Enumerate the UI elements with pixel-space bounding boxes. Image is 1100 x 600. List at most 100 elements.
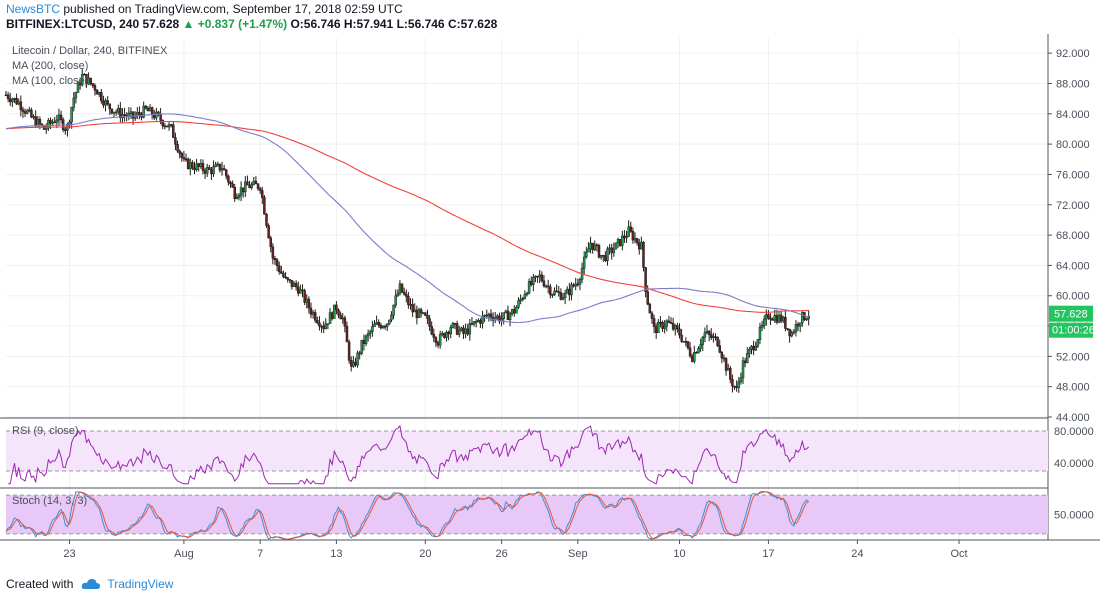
candle-body bbox=[716, 336, 719, 346]
publish-line: NewsBTC published on TradingView.com, Se… bbox=[6, 2, 403, 17]
candle-body bbox=[373, 323, 376, 327]
candle-body bbox=[559, 292, 563, 300]
candle-body bbox=[544, 285, 548, 288]
candle-body bbox=[97, 92, 101, 95]
candle-body bbox=[212, 166, 215, 175]
candle-body bbox=[798, 322, 802, 327]
candle-body bbox=[421, 312, 425, 314]
candle-body bbox=[216, 163, 220, 166]
candle-body bbox=[659, 321, 662, 324]
candle-body bbox=[601, 254, 605, 257]
candle-body bbox=[684, 341, 688, 343]
ma-200-line bbox=[5, 120, 809, 313]
stoch-tick-label: 50.0000 bbox=[1054, 510, 1094, 522]
candle-body bbox=[669, 322, 673, 324]
change-text: ▲ +0.837 (+1.47%) bbox=[182, 17, 288, 31]
candle-body bbox=[169, 124, 173, 126]
candle-body bbox=[665, 320, 669, 327]
candle-body bbox=[123, 114, 126, 116]
candle-body bbox=[366, 333, 370, 337]
candle-body bbox=[199, 162, 203, 167]
price-tick-label: 88.000 bbox=[1056, 78, 1090, 90]
candle-body bbox=[614, 242, 618, 250]
candle-body bbox=[263, 197, 266, 215]
countdown-label: 01:00:26 bbox=[1052, 325, 1095, 337]
candle-body bbox=[733, 385, 736, 388]
candle-body bbox=[769, 317, 772, 320]
candle-body bbox=[532, 277, 535, 285]
candle-body bbox=[801, 312, 804, 324]
candle-body bbox=[110, 108, 114, 114]
candle-body bbox=[167, 124, 171, 128]
candle-body bbox=[25, 110, 29, 114]
candle-body bbox=[307, 298, 311, 309]
candle-body bbox=[49, 120, 52, 124]
price-tick-label: 48.000 bbox=[1056, 382, 1090, 394]
candle-body bbox=[432, 333, 436, 338]
tradingview-brand[interactable]: TradingView bbox=[107, 577, 174, 591]
time-tick-label: 24 bbox=[851, 548, 863, 560]
candle-body bbox=[623, 235, 626, 239]
candle-body bbox=[360, 339, 364, 354]
candle-body bbox=[760, 325, 764, 328]
candle-body bbox=[328, 312, 332, 324]
candle-body bbox=[339, 314, 342, 320]
candle-body bbox=[441, 333, 444, 335]
candle-body bbox=[523, 294, 527, 299]
candle-body bbox=[163, 125, 167, 128]
candle-body bbox=[244, 181, 247, 193]
candle-body bbox=[356, 352, 359, 366]
price-chart[interactable]: Litecoin / Dollar, 240, BITFINEX MA (200,… bbox=[0, 34, 1100, 570]
candle-body bbox=[686, 341, 690, 349]
candle-body bbox=[496, 315, 499, 318]
time-tick-label: 10 bbox=[673, 548, 685, 560]
candle-body bbox=[502, 312, 505, 320]
candle-body bbox=[398, 283, 402, 295]
candle-body bbox=[284, 276, 287, 279]
candle-body bbox=[116, 107, 120, 113]
candle-body bbox=[405, 294, 408, 297]
candle-body bbox=[201, 162, 205, 171]
candle-body bbox=[690, 355, 694, 362]
candle-body bbox=[106, 100, 109, 105]
candle-body bbox=[561, 297, 565, 300]
candle-body bbox=[138, 112, 141, 115]
candle-body bbox=[593, 244, 597, 250]
candle-body bbox=[568, 288, 571, 296]
candle-body bbox=[161, 120, 164, 127]
candle-body bbox=[572, 284, 575, 287]
candle-body bbox=[449, 327, 453, 335]
candle-body bbox=[697, 348, 700, 354]
candle-body bbox=[148, 107, 152, 112]
candle-body bbox=[792, 331, 796, 334]
candle-body bbox=[710, 334, 713, 338]
candle-body bbox=[436, 342, 440, 346]
candle-body bbox=[337, 309, 340, 316]
candle-body bbox=[555, 290, 558, 293]
candle-body bbox=[650, 312, 654, 319]
price-tick-label: 72.000 bbox=[1056, 200, 1090, 212]
candle-body bbox=[271, 246, 275, 259]
candle-body bbox=[119, 107, 122, 119]
candle-body bbox=[553, 290, 556, 295]
candle-body bbox=[642, 241, 645, 268]
candle-body bbox=[599, 254, 603, 258]
published-text: published on TradingView.com, September … bbox=[63, 2, 403, 16]
candle-body bbox=[538, 274, 541, 278]
candle-body bbox=[104, 100, 107, 106]
candle-body bbox=[743, 360, 747, 364]
time-tick-label: 26 bbox=[495, 548, 507, 560]
candle-body bbox=[32, 116, 35, 118]
candle-body bbox=[652, 318, 656, 327]
candle-body bbox=[644, 267, 647, 292]
candle-body bbox=[369, 331, 372, 334]
candle-body bbox=[434, 337, 438, 343]
rsi-tick-label: 80.0000 bbox=[1054, 426, 1094, 438]
author-link[interactable]: NewsBTC bbox=[6, 2, 61, 16]
candle-body bbox=[678, 328, 681, 336]
candle-body bbox=[237, 194, 241, 198]
candle-body bbox=[324, 323, 328, 330]
candle-body bbox=[142, 105, 145, 118]
candle-body bbox=[241, 187, 245, 193]
candle-body bbox=[597, 245, 601, 258]
